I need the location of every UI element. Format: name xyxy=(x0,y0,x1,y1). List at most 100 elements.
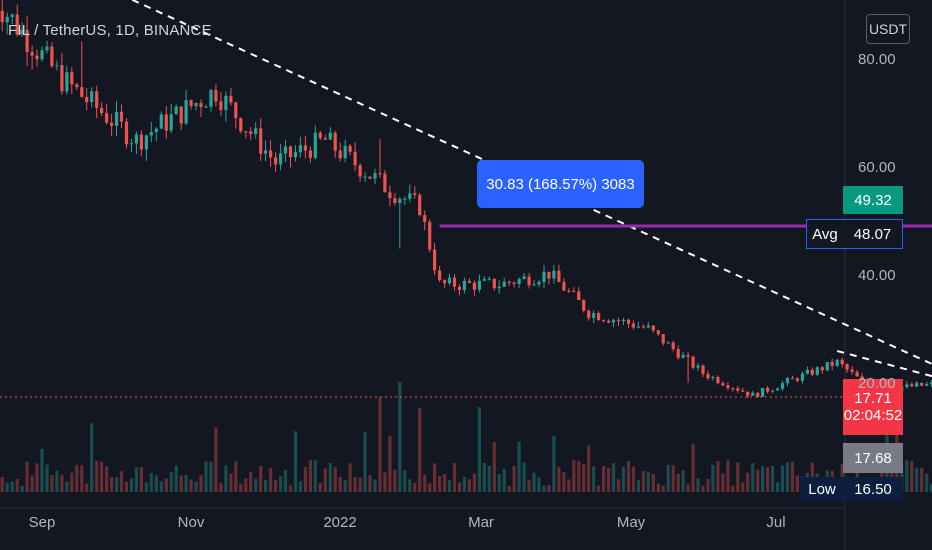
volume-bar xyxy=(592,466,596,492)
volume-bar xyxy=(567,479,571,492)
volume-bar xyxy=(70,472,74,492)
candle-body xyxy=(820,367,824,371)
candle-body xyxy=(15,14,19,35)
volume-bar xyxy=(219,482,223,492)
candle-body xyxy=(472,282,476,290)
volume-bar xyxy=(50,475,54,492)
candle-body xyxy=(741,390,745,392)
candle-body xyxy=(403,198,407,200)
volume-bar xyxy=(517,441,521,492)
candle-body xyxy=(855,371,859,377)
candle-body xyxy=(65,72,69,92)
volume-bar xyxy=(915,467,919,492)
candle-body xyxy=(204,106,208,108)
candle-body xyxy=(626,319,631,324)
x-tick-label: 2022 xyxy=(323,514,357,531)
volume-bar xyxy=(313,460,317,492)
candle-body xyxy=(736,388,740,391)
volume-bar xyxy=(35,463,39,492)
candle-body xyxy=(408,193,412,199)
volume-bar xyxy=(925,473,929,492)
volume-bar xyxy=(323,468,327,492)
volume-bar xyxy=(472,473,476,492)
volume-bar xyxy=(343,480,347,492)
candle-body xyxy=(423,215,427,222)
candle-body xyxy=(751,392,755,396)
volume-bar xyxy=(582,463,586,492)
candle-body xyxy=(517,279,521,284)
candle-body xyxy=(785,378,790,384)
candle-body xyxy=(373,173,377,179)
candle-body xyxy=(925,384,929,386)
volume-bar xyxy=(338,476,342,492)
countdown-value: 02:04:52 xyxy=(843,407,903,424)
candle-body xyxy=(835,359,839,366)
candle-body xyxy=(60,65,64,92)
volume-bar xyxy=(711,464,715,492)
candle-body xyxy=(343,145,347,159)
candle-body xyxy=(438,270,442,281)
candle-body xyxy=(830,362,834,366)
volume-bar xyxy=(676,473,680,492)
candle-body xyxy=(646,325,650,328)
candle-body xyxy=(457,286,462,290)
candle-body xyxy=(303,145,307,151)
candle-body xyxy=(100,107,104,114)
volume-bar xyxy=(45,464,49,492)
candle-body xyxy=(333,132,337,151)
candle-body xyxy=(95,91,99,108)
currency-button[interactable]: USDT xyxy=(866,14,910,44)
symbol-title: FIL / TetherUS, 1D, BINANCE xyxy=(8,22,212,39)
volume-bar xyxy=(30,475,34,492)
candle-body xyxy=(790,378,795,380)
candle-body xyxy=(239,118,243,132)
volume-bar xyxy=(60,474,64,492)
volume-bar xyxy=(462,476,466,492)
avg-value-tag: 48.07 xyxy=(843,219,903,249)
candle-body xyxy=(771,390,775,392)
candle-body xyxy=(5,16,9,23)
volume-bar xyxy=(691,443,695,492)
candle-body xyxy=(75,84,79,88)
candle-body xyxy=(283,146,288,154)
candle-body xyxy=(840,359,844,365)
candle-body xyxy=(129,143,134,145)
volume-bar xyxy=(776,482,780,492)
volume-bar xyxy=(204,461,208,492)
volume-bar xyxy=(671,465,675,492)
candle-body xyxy=(224,95,228,111)
candle-body xyxy=(910,384,914,387)
volume-bar xyxy=(716,461,720,492)
candle-body xyxy=(10,14,14,17)
volume-bar xyxy=(279,476,283,492)
volume-bar xyxy=(527,480,531,492)
volume-bar xyxy=(751,463,755,492)
volume-bar xyxy=(423,474,427,492)
candle-body xyxy=(562,282,566,291)
candle-body xyxy=(582,300,586,311)
candle-body xyxy=(512,282,516,284)
volume-bar xyxy=(383,472,387,492)
volume-bar xyxy=(5,482,9,492)
volume-bar xyxy=(502,468,506,492)
candle-body xyxy=(527,276,531,286)
candle-body xyxy=(20,29,24,35)
volume-bar xyxy=(164,478,168,492)
candle-body xyxy=(115,111,119,126)
volume-bar xyxy=(910,461,914,492)
volume-bar xyxy=(761,465,765,492)
volume-bar xyxy=(452,463,457,492)
volume-bar xyxy=(10,481,14,492)
volume-bar xyxy=(557,467,561,492)
volume-bar xyxy=(562,472,566,492)
candle-body xyxy=(641,326,645,328)
volume-bar xyxy=(100,461,104,492)
candle-body xyxy=(761,387,765,397)
volume-bar xyxy=(234,461,238,492)
volume-bar xyxy=(418,408,422,492)
candle-body xyxy=(90,91,94,102)
candle-body xyxy=(318,132,322,139)
volume-bar xyxy=(244,478,248,492)
candle-body xyxy=(905,384,909,388)
